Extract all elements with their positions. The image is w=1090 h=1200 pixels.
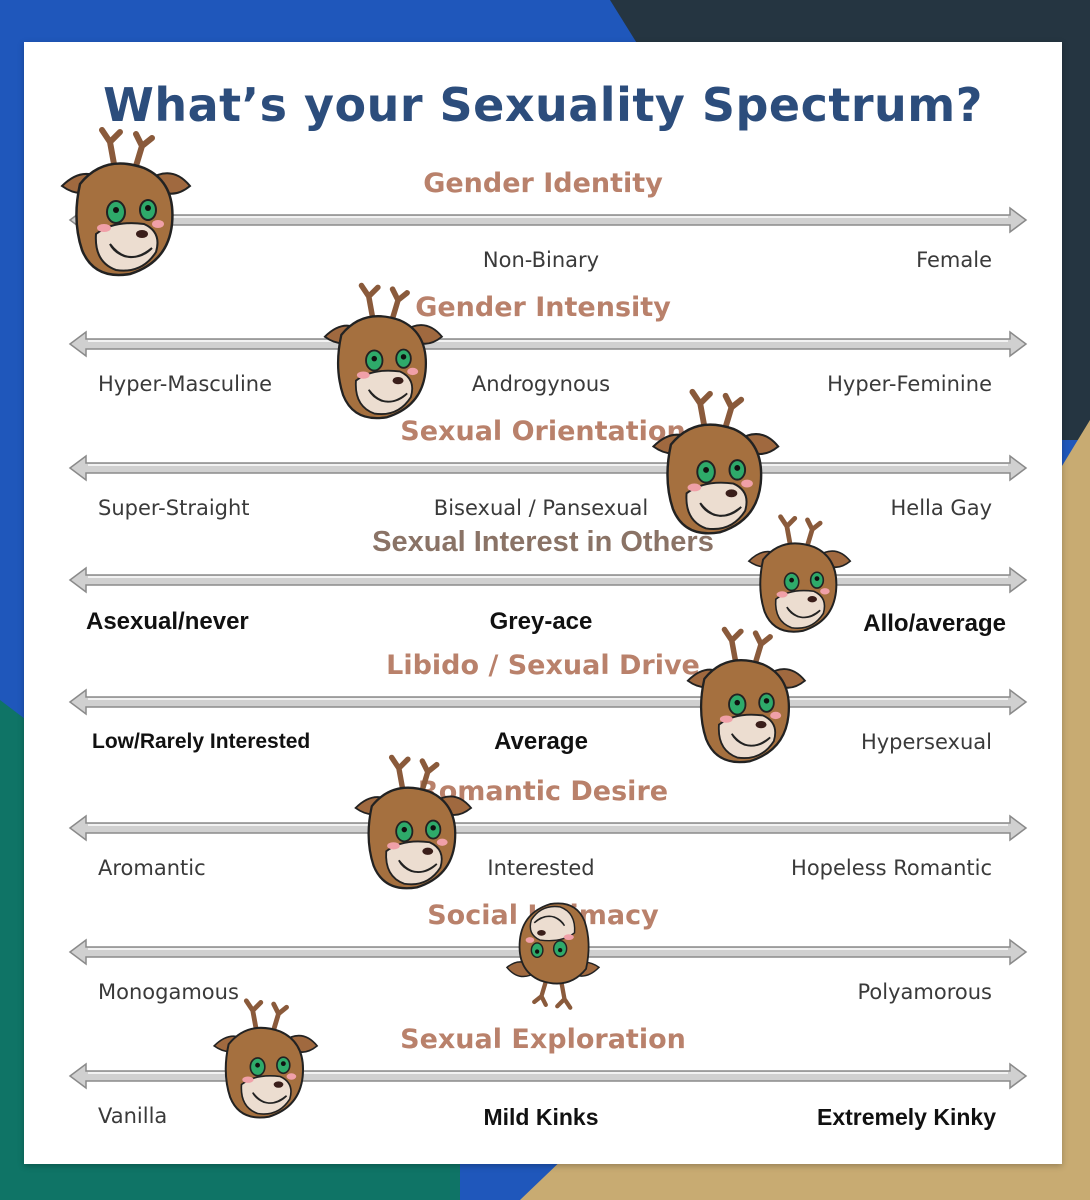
row-label-middle: Mild Kinks: [483, 1104, 599, 1130]
row-label-middle: Androgynous: [471, 372, 611, 396]
row-label-right: Allo/average: [863, 610, 1006, 637]
double-arrow-icon: [68, 454, 1028, 482]
row-label-right: Extremely Kinky: [817, 1104, 996, 1130]
page-title: What’s your Sexuality Spectrum?: [103, 78, 983, 132]
spectrum-row-gender-identity: Gender Identity Non-Binary Female: [24, 168, 1062, 288]
spectrum-row-gender-intensity: Gender Intensity Hyper-Masculine Androgy…: [24, 292, 1062, 412]
deer-head-sticker-icon: [502, 894, 614, 1012]
spectrum-row-sexual-orientation: Sexual Orientation Super-Straight Bisexu…: [24, 416, 1062, 536]
row-label-right: Polyamorous: [857, 980, 992, 1004]
row-label-left: Asexual/never: [86, 608, 249, 635]
row-label-left: Vanilla: [98, 1104, 168, 1128]
row-label-middle: Interested: [487, 856, 595, 880]
row-label-right: Hypersexual: [860, 730, 992, 754]
row-title: Romantic Desire: [417, 776, 669, 807]
double-arrow-icon: [68, 206, 1028, 234]
deer-head-sticker-icon: [44, 124, 194, 288]
double-arrow-icon: [68, 330, 1028, 358]
spectrum-row-libido: Libido / Sexual Drive Low/Rarely Interes…: [24, 650, 1062, 770]
row-title: Sexual Interest in Others: [372, 526, 714, 558]
deer-head-sticker-icon: [190, 996, 330, 1128]
double-arrow-icon: [68, 814, 1028, 842]
row-label-left: Super-Straight: [98, 496, 250, 520]
row-label-right: Hyper-Feminine: [827, 372, 992, 396]
deer-head-sticker-icon: [336, 752, 478, 900]
deer-head-sticker-icon: [732, 512, 856, 642]
row-title: Sexual Exploration: [400, 1024, 686, 1055]
row-label-left: Low/Rarely Interested: [92, 730, 311, 753]
spectrum-row-sexual-exploration: Sexual Exploration Vanilla Mild Kinks Ex…: [24, 1024, 1062, 1144]
row-title: Libido / Sexual Drive: [386, 650, 700, 681]
row-label-right: Hella Gay: [890, 496, 993, 520]
row-label-middle: Grey-ace: [489, 608, 593, 635]
row-label-right: Hopeless Romantic: [791, 856, 992, 880]
spectrum-row-romantic-desire: Romantic Desire Aromantic Interested Hop…: [24, 776, 1062, 896]
row-label-left: Aromantic: [98, 856, 206, 880]
row-label-left: Hyper-Masculine: [98, 372, 273, 396]
row-label-middle: Bisexual / Pansexual: [433, 496, 649, 520]
row-title: Gender Intensity: [415, 292, 671, 323]
row-label-middle: Average: [494, 728, 588, 755]
row-label-left: Monogamous: [98, 980, 239, 1004]
double-arrow-icon: [68, 688, 1028, 716]
row-title: Sexual Orientation: [400, 416, 686, 447]
row-label-right: Female: [916, 248, 992, 272]
row-title: Gender Identity: [423, 168, 663, 199]
deer-head-sticker-icon: [670, 624, 810, 774]
double-arrow-icon: [68, 566, 1028, 594]
deer-head-sticker-icon: [302, 280, 452, 430]
spectrum-row-sexual-interest: Sexual Interest in Others Asexual/never …: [24, 526, 1062, 646]
row-label-middle: Non-Binary: [482, 248, 600, 272]
